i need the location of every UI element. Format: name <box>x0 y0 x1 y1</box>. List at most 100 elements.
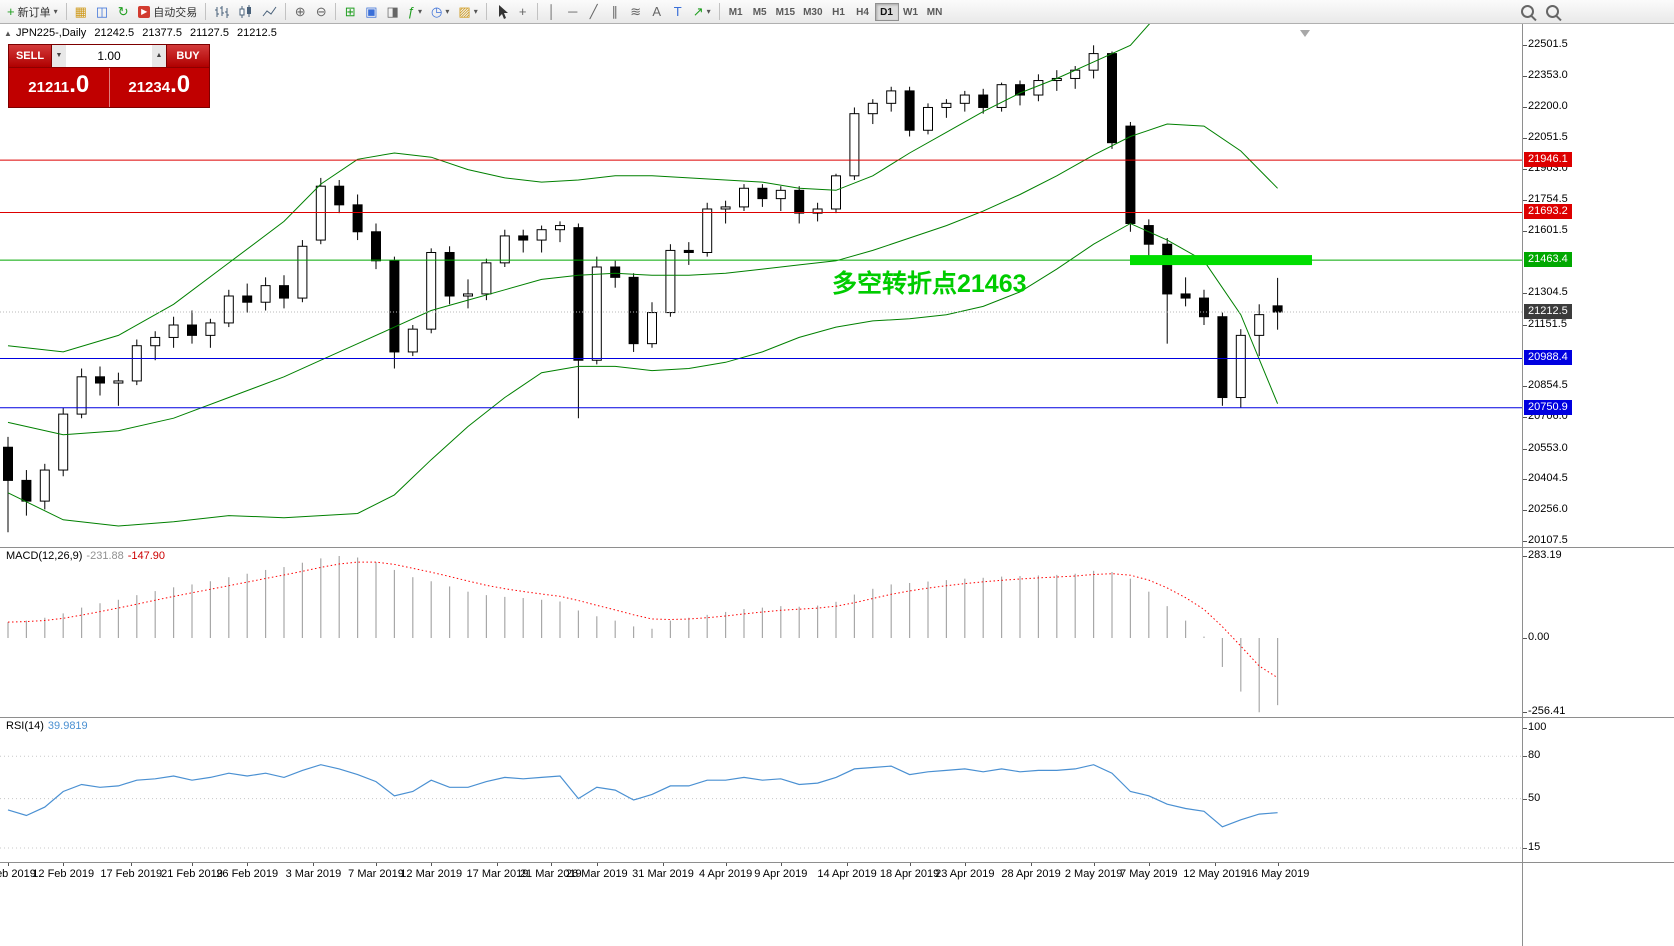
chart-title: JPN225-,Daily 21242.5 21377.5 21127.5 21… <box>16 27 277 39</box>
macd-tick-label: 283.19 <box>1528 549 1562 561</box>
separator <box>485 3 487 20</box>
channel-button[interactable]: ∥ <box>605 2 625 22</box>
macd-indicator-label: MACD(12,26,9) -231.88 -147.90 <box>6 550 166 562</box>
timeframe-h4[interactable]: H4 <box>851 3 875 21</box>
search-button[interactable] <box>1517 2 1542 22</box>
cursor-icon <box>498 5 508 19</box>
arrows-button[interactable]: ↗ ▾ <box>689 2 715 22</box>
search-icon <box>1546 5 1559 18</box>
time-tick <box>8 862 9 866</box>
search-icon <box>1521 5 1534 18</box>
new-order-button[interactable]: + 新订单 ▾ <box>3 2 62 22</box>
separator <box>718 3 720 20</box>
volume-input[interactable]: 1.00 <box>97 48 121 63</box>
tile-windows-button[interactable]: ⊞ <box>340 2 360 22</box>
templates-button[interactable]: ▨ ▾ <box>454 2 481 22</box>
timeframe-m5[interactable]: M5 <box>748 3 772 21</box>
buy-button[interactable]: BUY <box>167 45 209 67</box>
navigator-button[interactable]: ↻ <box>113 2 133 22</box>
time-tick <box>1093 862 1095 866</box>
price-scale[interactable]: 22501.5 22353.0 22200.0 22051.5 21903.0 21754… <box>1522 24 1674 946</box>
macd-tick-label: 0.00 <box>1528 631 1550 643</box>
volume-decrease-button[interactable]: ▼ <box>52 45 66 67</box>
sell-price[interactable]: 21211 .0 <box>9 67 110 107</box>
date-label: 17 Feb 2019 <box>100 868 163 880</box>
arrow-icon: ↗ <box>692 4 704 19</box>
date-label: 23 Apr 2019 <box>935 868 995 880</box>
scale-tick <box>1523 638 1527 639</box>
price-level-badge: 20988.4 <box>1524 350 1572 366</box>
scale-tick <box>1523 107 1527 109</box>
candlestick-chart-button[interactable] <box>234 2 257 22</box>
trade-panel-toggle[interactable]: ▲ <box>4 29 12 38</box>
price-chart-canvas[interactable] <box>0 24 1522 547</box>
data-window-button[interactable]: ◫ <box>92 2 112 22</box>
scroll-to-end-icon[interactable] <box>1300 30 1310 37</box>
bar-chart-button[interactable] <box>210 2 233 22</box>
time-tick <box>596 862 598 866</box>
rsi-pane-canvas[interactable] <box>0 717 1522 862</box>
price-tick-label: 21151.5 <box>1528 317 1567 330</box>
fibonacci-button[interactable]: ≋ <box>626 2 646 22</box>
separator <box>65 3 67 20</box>
timeframe-d1[interactable]: D1 <box>874 3 899 22</box>
time-tick <box>63 862 65 866</box>
search-symbol-button[interactable] <box>1542 2 1567 22</box>
zoom-in-button[interactable]: ⊕ <box>290 2 310 22</box>
cascade-windows-icon: ▣ <box>365 4 378 19</box>
text-label-button[interactable]: T <box>668 2 688 22</box>
pane-separator[interactable] <box>0 717 1674 718</box>
scale-tick <box>1523 798 1527 800</box>
timeframe-group: M1 M5 M15 M30 H1 H4 D1 W1 MN <box>724 2 947 22</box>
market-watch-button[interactable]: ▦ <box>71 2 91 22</box>
time-tick <box>847 862 849 866</box>
cursor-button[interactable] <box>491 2 512 22</box>
cascade-windows-button[interactable]: ▣ <box>361 2 381 22</box>
buy-price[interactable]: 21234 .0 <box>128 70 191 98</box>
date-label: 26 Feb 2019 <box>216 868 279 880</box>
date-label: 28 Apr 2019 <box>1001 868 1061 880</box>
timeframe-mn[interactable]: MN <box>923 3 947 21</box>
trade-panel-prices: 21211 .0 21234 .0 <box>9 66 209 107</box>
autotrading-button[interactable]: ▶ 自动交易 <box>134 2 201 22</box>
pane-separator[interactable] <box>0 547 1674 548</box>
macd-pane-canvas[interactable] <box>0 547 1522 717</box>
timeframe-h1[interactable]: H1 <box>827 3 851 21</box>
line-chart-button[interactable] <box>258 2 281 22</box>
timeframe-m30[interactable]: M30 <box>799 3 826 21</box>
clock-icon: ◷ <box>431 4 443 19</box>
scale-tick <box>1523 386 1527 388</box>
macd-tick-label: -256.41 <box>1528 705 1566 718</box>
zoom-out-button[interactable]: ⊖ <box>311 2 331 22</box>
chevron-down-icon: ▾ <box>445 7 450 16</box>
scale-tick <box>1523 448 1527 450</box>
vertical-line-button[interactable]: │ <box>542 2 562 22</box>
timeframe-m15[interactable]: M15 <box>772 3 799 21</box>
trendline-button[interactable]: ╱ <box>584 2 604 22</box>
close-value: 21212.5 <box>237 27 277 39</box>
time-tick <box>663 862 665 866</box>
horizontal-line-button[interactable]: ─ <box>563 2 583 22</box>
arrange-windows-button[interactable]: ◨ <box>383 2 403 22</box>
toolbar: + 新订单 ▾ ▦ ◫ ↻ ▶ 自动交易 ⊕ ⊖ ⊞ ▣ ◨ ƒ ▾ <box>0 0 1674 24</box>
indicators-button[interactable]: ƒ ▾ <box>404 2 426 22</box>
time-tick <box>909 862 911 866</box>
sell-button[interactable]: SELL <box>9 45 51 67</box>
date-label: 4 Apr 2019 <box>698 868 753 880</box>
chevron-down-icon: ▾ <box>473 7 478 16</box>
scale-tick <box>1523 847 1527 849</box>
text-button[interactable]: A <box>647 2 667 22</box>
timeframe-m1[interactable]: M1 <box>724 3 748 21</box>
window-icon: ◫ <box>95 4 109 19</box>
price-tick-label: 20256.0 <box>1528 503 1568 516</box>
time-tick <box>1148 862 1150 866</box>
horizontal-line-icon: ─ <box>568 4 578 19</box>
periods-button[interactable]: ◷ ▾ <box>427 2 453 22</box>
timeframe-w1[interactable]: W1 <box>899 3 923 21</box>
volume-increase-button[interactable]: ▲ <box>152 45 166 67</box>
crosshair-button[interactable]: + <box>513 2 533 22</box>
price-level-badge: 21212.5 <box>1524 304 1572 320</box>
date-label: 3 Mar 2019 <box>285 868 342 880</box>
price-tick-label: 21304.5 <box>1528 286 1568 298</box>
